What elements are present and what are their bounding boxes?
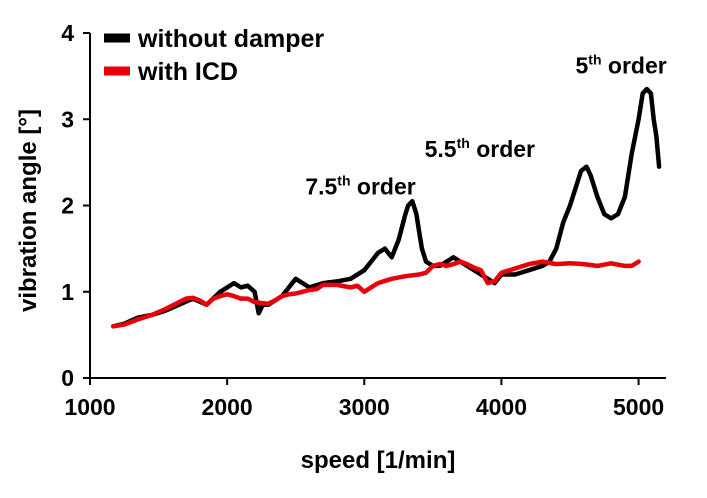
x-tick-label: 3000 bbox=[339, 394, 390, 420]
series-line-with-icd bbox=[111, 259, 641, 329]
x-tick-label: 5000 bbox=[613, 394, 664, 420]
annotations: 7.5th order 5.5th order 5th order bbox=[305, 52, 666, 200]
axes: 1000 2000 3000 4000 5000 0 1 2 3 4 speed [1/min] vi… bbox=[15, 20, 666, 474]
order-annotation: 5.5th order bbox=[425, 135, 535, 162]
series-line-without-damper bbox=[111, 86, 662, 329]
legend-label-without-damper: without damper bbox=[137, 25, 324, 53]
y-tick-label: 3 bbox=[61, 106, 74, 132]
order-annotation: 5th order bbox=[575, 52, 666, 79]
legend: without damper with ICD bbox=[104, 25, 324, 86]
y-axis-label: vibration angle [°] bbox=[15, 109, 42, 312]
order-annotation: 7.5th order bbox=[305, 172, 415, 199]
series-layer bbox=[111, 86, 662, 329]
x-tick-label: 4000 bbox=[476, 394, 527, 420]
x-tick-label: 1000 bbox=[64, 394, 115, 420]
legend-label-with-icd: with ICD bbox=[137, 58, 238, 86]
x-tick-label: 2000 bbox=[202, 394, 253, 420]
y-tick-label: 0 bbox=[61, 365, 74, 391]
y-tick-label: 1 bbox=[61, 279, 74, 305]
x-axis-label: speed [1/min] bbox=[301, 447, 456, 474]
y-tick-label: 4 bbox=[61, 20, 74, 46]
y-tick-label: 2 bbox=[61, 193, 74, 219]
